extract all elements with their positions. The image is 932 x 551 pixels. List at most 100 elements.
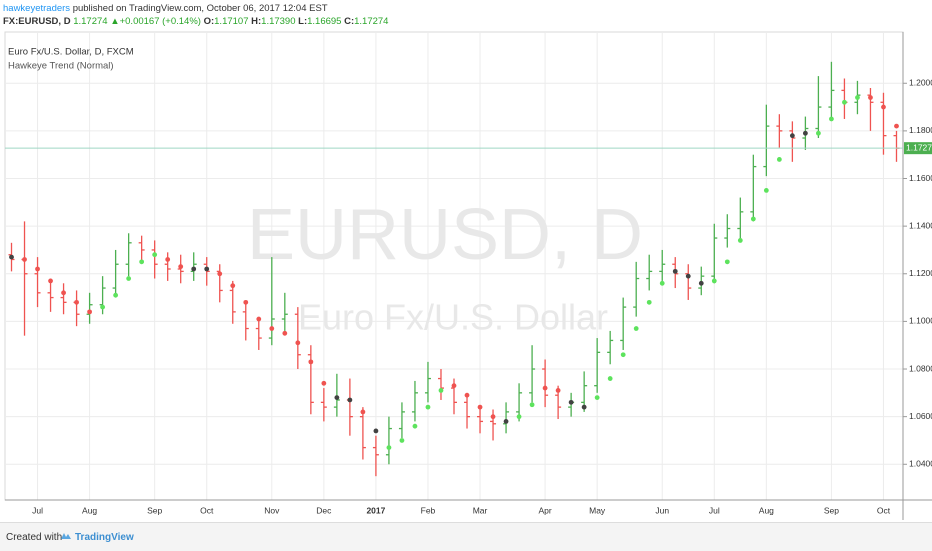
- published: published on TradingView.com, October 06…: [72, 3, 328, 14]
- x-tick-label: Nov: [264, 505, 280, 515]
- watermark-symbol: EURUSD, D: [247, 195, 643, 275]
- trend-dot: [555, 388, 561, 393]
- y-tick-label: 1.20000: [909, 77, 932, 87]
- watermark-name: Euro Fx/U.S. Dollar: [298, 297, 608, 338]
- x-tick-label: Jul: [709, 505, 720, 515]
- trend-dot: [334, 395, 340, 400]
- trend-dot: [230, 283, 236, 289]
- h-val: 1.17390: [261, 16, 296, 27]
- trend-dot: [165, 257, 171, 262]
- trend-dot: [321, 380, 327, 386]
- l-key: L:: [298, 16, 308, 27]
- y-tick-label: 1.16000: [909, 173, 932, 183]
- trend-dot: [737, 238, 743, 243]
- trend-dot: [308, 359, 314, 365]
- trend-dot: [373, 428, 379, 434]
- trend-dot: [672, 268, 678, 274]
- trend-dot: [269, 326, 275, 331]
- trend-dot: [894, 123, 899, 129]
- trend-dot: [581, 404, 587, 410]
- publish-line: hawkeyetraders published on TradingView.…: [3, 2, 388, 15]
- trend-dot: [802, 130, 808, 136]
- trend-dot: [516, 414, 522, 420]
- logo-icon: [61, 533, 71, 539]
- x-tick-label: May: [589, 505, 606, 515]
- last-price-label: 1.17274: [906, 142, 932, 152]
- trend-dot: [35, 266, 40, 272]
- trend-dot: [386, 445, 392, 451]
- arrow: ▲: [110, 16, 120, 27]
- trend-dot: [698, 280, 704, 286]
- trend-dot: [126, 276, 132, 281]
- trend-dot: [542, 385, 548, 391]
- y-tick-label: 1.04000: [909, 459, 932, 469]
- trend-dot: [842, 99, 847, 105]
- trend-dot: [868, 95, 873, 100]
- y-tick-label: 1.10000: [909, 316, 932, 326]
- trend-dot: [139, 259, 145, 265]
- trend-dot: [829, 116, 834, 122]
- trend-dot: [633, 326, 639, 331]
- c-val: 1.17274: [354, 16, 389, 27]
- trend-dot: [347, 397, 353, 403]
- trend-dot: [646, 299, 652, 305]
- brand[interactable]: TradingView: [75, 532, 134, 543]
- trend-dot: [607, 376, 613, 381]
- trend-dot: [22, 257, 27, 262]
- trend-dot: [855, 95, 860, 100]
- x-tick-label: Aug: [82, 505, 97, 515]
- indicator-title: Hawkeye Trend (Normal): [8, 61, 114, 72]
- trend-dot: [490, 414, 496, 420]
- last: 1.17274: [73, 16, 108, 27]
- trend-dot: [594, 395, 600, 400]
- l-val: 1.16695: [307, 16, 342, 27]
- trend-dot: [217, 271, 223, 277]
- trend-dot: [776, 157, 782, 162]
- trend-dot: [724, 259, 730, 265]
- trend-dot: [750, 216, 756, 222]
- chart: EURUSD, D Euro Fx/U.S. Dollar Euro Fx/U.…: [4, 31, 932, 520]
- trend-dot: [48, 278, 53, 284]
- trend-dot: [659, 280, 665, 286]
- trend-dot: [178, 264, 184, 270]
- trend-dot: [113, 292, 119, 298]
- o-key: O:: [203, 16, 215, 27]
- last-price-box: [904, 142, 932, 155]
- x-tick-label: Aug: [759, 505, 774, 515]
- y-tick-label: 1.18000: [909, 125, 932, 135]
- series-title: Euro Fx/U.S. Dollar, D, FXCM: [8, 47, 134, 58]
- trend-dot: [204, 266, 210, 272]
- trend-dot: [425, 404, 431, 410]
- x-tick-label: Dec: [316, 505, 332, 515]
- trend-dot: [243, 299, 249, 305]
- x-tick-label: Sep: [147, 505, 162, 515]
- x-tick-label: Oct: [877, 505, 891, 515]
- trend-dot: [191, 266, 197, 272]
- trend-dot: [685, 273, 691, 279]
- trend-dot: [451, 383, 457, 389]
- y-tick-label: 1.08000: [909, 363, 932, 373]
- x-tick-label: Jul: [32, 505, 43, 515]
- change: +0.00167 (+0.14%): [119, 16, 201, 27]
- trend-dot: [74, 299, 79, 305]
- trend-dot: [152, 252, 158, 258]
- h-key: H:: [251, 16, 262, 27]
- x-tick-label: Apr: [538, 505, 551, 515]
- trend-dot: [438, 388, 444, 393]
- x-tick-label: Mar: [473, 505, 488, 515]
- y-tick-label: 1.06000: [909, 411, 932, 421]
- o-val: 1.17107: [214, 16, 249, 27]
- trend-dot: [100, 304, 106, 310]
- author[interactable]: hawkeyetraders: [3, 3, 71, 14]
- trend-dot: [763, 188, 769, 193]
- trend-dot: [464, 392, 470, 398]
- footer: Created with TradingView: [0, 522, 932, 551]
- y-tick-label: 1.14000: [909, 220, 932, 230]
- trend-dot: [816, 130, 821, 136]
- trend-dot: [295, 340, 301, 346]
- trend-dot: [529, 402, 535, 408]
- trend-dot: [477, 404, 483, 410]
- trend-dot: [881, 104, 886, 110]
- trend-dot: [568, 399, 574, 405]
